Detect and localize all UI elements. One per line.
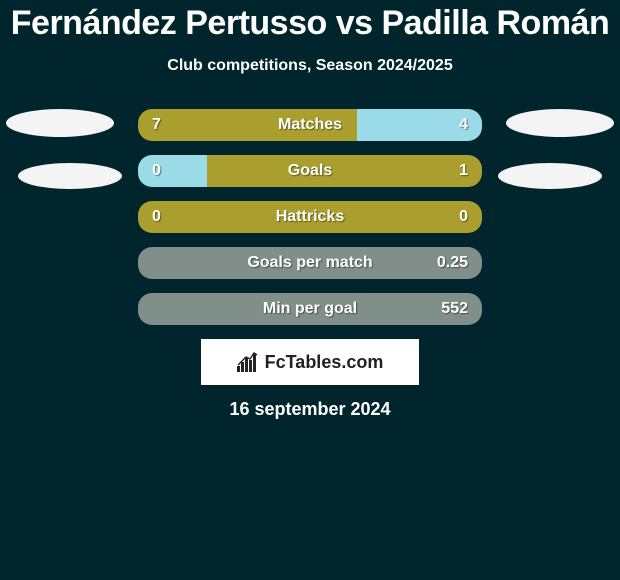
stat-label: Hattricks xyxy=(138,201,482,233)
branding-text: FcTables.com xyxy=(265,352,384,373)
stat-value-right: 552 xyxy=(441,293,468,325)
stat-value-right: 0.25 xyxy=(437,247,468,279)
bar-chart-icon xyxy=(237,352,259,372)
stat-row: 0Goals1 xyxy=(138,155,482,187)
stat-value-right: 4 xyxy=(459,109,468,141)
player-left-avatar-2 xyxy=(18,163,122,189)
date-text: 16 september 2024 xyxy=(0,399,620,420)
branding-box: FcTables.com xyxy=(201,339,419,385)
stat-row: 7Matches4 xyxy=(138,109,482,141)
stat-label: Goals xyxy=(138,155,482,187)
stat-rows: 7Matches40Goals10Hattricks0Goals per mat… xyxy=(138,109,482,325)
comparison-stage: 7Matches40Goals10Hattricks0Goals per mat… xyxy=(0,109,620,325)
subtitle: Club competitions, Season 2024/2025 xyxy=(0,57,620,75)
stat-label: Min per goal xyxy=(138,293,482,325)
player-right-avatar-2 xyxy=(498,163,602,189)
stat-row: 0Hattricks0 xyxy=(138,201,482,233)
stat-value-right: 0 xyxy=(459,201,468,233)
page-title: Fernández Pertusso vs Padilla Román xyxy=(0,4,620,43)
stat-row: Goals per match0.25 xyxy=(138,247,482,279)
stat-label: Goals per match xyxy=(138,247,482,279)
stat-value-right: 1 xyxy=(459,155,468,187)
stat-label: Matches xyxy=(138,109,482,141)
stat-row: Min per goal552 xyxy=(138,293,482,325)
player-right-avatar-1 xyxy=(506,109,614,137)
player-left-avatar-1 xyxy=(6,109,114,137)
